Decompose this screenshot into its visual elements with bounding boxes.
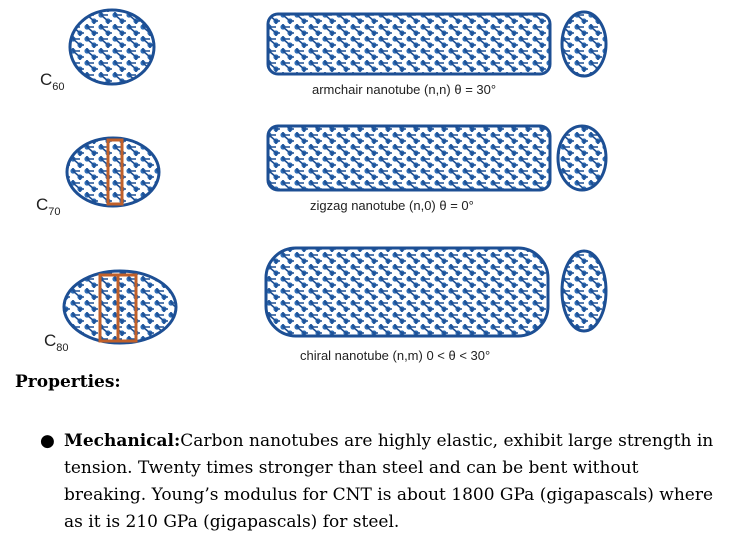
c70-label: C70 [36,195,61,218]
chiral-label: chiral nanotube (n,m) 0 < θ < 30° [300,348,490,363]
bullet-dot-icon: ● [40,431,55,451]
c80-molecule [62,269,178,345]
mechanical-text: Carbon nanotubes are highly elastic, exh… [64,431,714,532]
armchair-label: armchair nanotube (n,n) θ = 30° [312,82,496,97]
mechanical-lead: Mechanical: [64,431,181,451]
mechanical-paragraph: Mechanical:Carbon nanotubes are highly e… [64,428,724,536]
zigzag-label: zigzag nanotube (n,0) θ = 0° [310,198,474,213]
c60-label: C60 [40,70,65,93]
c60-molecule [68,8,156,86]
properties-heading: Properties: [15,372,121,392]
chiral-nanotube [264,246,608,338]
zigzag-nanotube [266,124,608,192]
nanotube-figure: C60 C70 C80 armchair nanotube (n,n) θ = … [36,8,608,363]
c70-molecule [65,136,161,208]
armchair-nanotube [266,10,608,78]
c80-label: C80 [44,331,69,354]
